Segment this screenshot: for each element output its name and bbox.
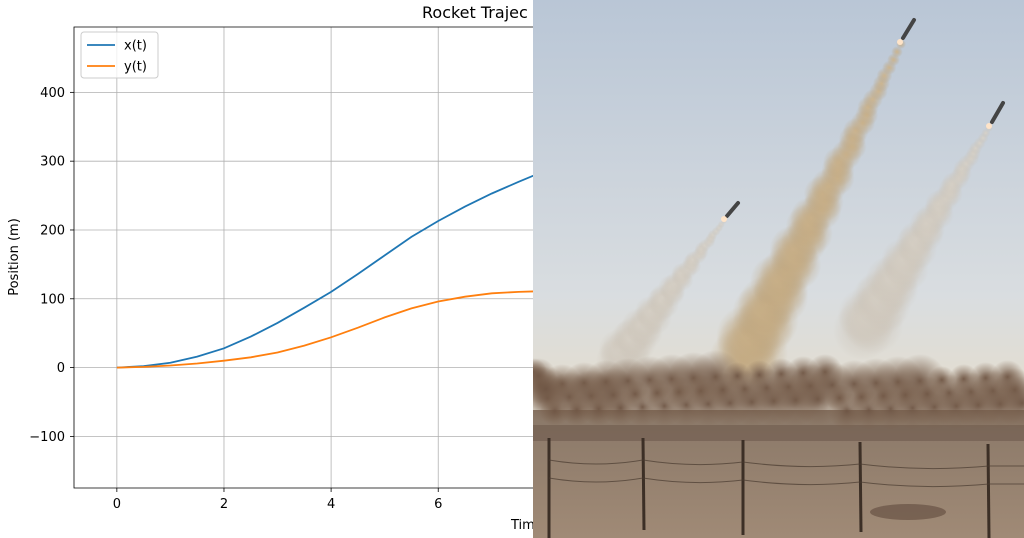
legend-label: y(t) — [124, 60, 147, 75]
series-layer — [116, 174, 533, 369]
x-tick-label: 2 — [220, 497, 228, 512]
y-axis-label: Position (m) — [7, 218, 22, 296]
grid — [74, 27, 533, 488]
y-tick-label: 200 — [40, 223, 65, 238]
x-tick-label: 4 — [327, 497, 335, 512]
legend-label: x(t) — [124, 39, 147, 54]
axes: 0 2 4 6 −100 0 100 200 300 400 — [29, 26, 533, 512]
y-tick-label: 400 — [40, 86, 65, 101]
plot-frame — [73, 26, 533, 489]
y-tick-label: 0 — [57, 361, 65, 376]
legend: x(t) y(t) — [80, 31, 159, 79]
x-tick-label: 6 — [434, 497, 442, 512]
series-line-x — [116, 174, 533, 369]
line-chart: 0 2 4 6 −100 0 100 200 300 400 Rocket Trajec Posi… — [7, 3, 533, 533]
series-line-y — [116, 290, 533, 369]
y-tick-label: 300 — [40, 155, 65, 170]
y-tick-label: −100 — [29, 430, 65, 445]
rocket-launch-photo — [533, 0, 1024, 538]
chart-title: Rocket Trajec — [422, 3, 528, 22]
x-axis-label: Tim — [510, 518, 533, 533]
y-tick-label: 100 — [40, 292, 65, 307]
x-tick-label: 0 — [113, 497, 121, 512]
